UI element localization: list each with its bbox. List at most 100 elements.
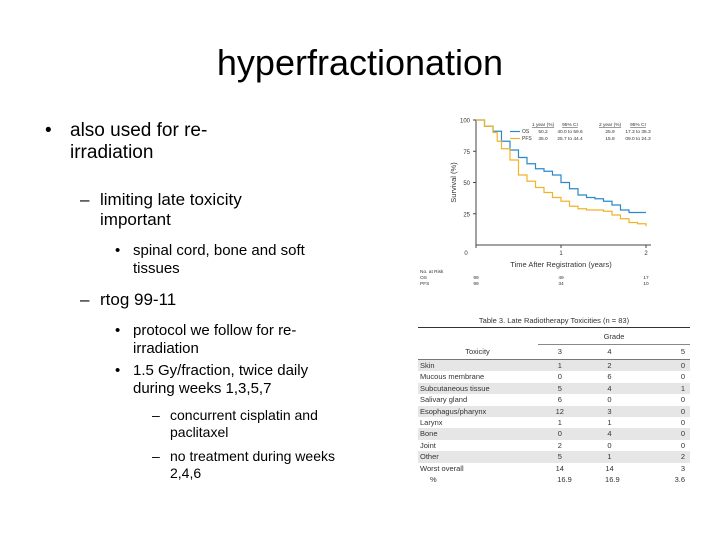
at-risk-value: 17 <box>643 275 649 281</box>
col-header: 4 <box>607 347 612 356</box>
legend-header: 95% CI <box>562 122 578 128</box>
legend-stat: 50.2 <box>538 129 548 135</box>
at-risk-value: 49 <box>558 275 564 281</box>
table-cell: 16.9 <box>557 474 572 484</box>
legend-header: 2 year (%) <box>599 122 622 128</box>
table-cell: 0 <box>680 395 685 405</box>
at-risk-value: 99 <box>473 281 479 287</box>
legend-stat: 15.8 <box>605 136 615 142</box>
survival-chart: 25 50 75 100 0 1 2 Time After Registration (yea… <box>420 119 651 287</box>
at-risk-label: No. at Risk <box>420 269 444 275</box>
table-cell: 6 <box>607 372 612 382</box>
table-cell: Mucous membrane <box>420 372 485 382</box>
y-tick-label: 75 <box>463 150 470 156</box>
legend-stat: 17.3 to 35.3 <box>625 129 651 135</box>
bullet-item: – rtog 99-11 <box>80 290 290 310</box>
x-tick-label: 2 <box>644 251 648 257</box>
table-cell: 0 <box>557 429 562 439</box>
bullet-item: • protocol we follow for re-irradiation <box>115 322 348 358</box>
y-tick-label: 50 <box>463 181 470 187</box>
bullet-text: also used for re-irradiation <box>70 120 208 163</box>
table-row: Mucous membrane 0 6 0 <box>418 371 690 382</box>
at-risk-value: 10 <box>643 281 649 287</box>
y-axis-label: Survival (%) <box>449 162 458 203</box>
table-cell: 2 <box>557 440 562 450</box>
bullet-text: protocol we follow for re-irradiation <box>133 322 297 357</box>
table-cell: 1 <box>680 383 685 393</box>
bullet-item: • 1.5 Gy/fraction, twice daily during wee… <box>115 362 348 398</box>
table-cell: 0 <box>680 417 685 427</box>
x-axis-label: Time After Registration (years) <box>510 260 612 269</box>
table-cell: 0 <box>680 406 685 416</box>
table-cell: 3 <box>607 406 612 416</box>
table-cell: 16.9 <box>605 474 620 484</box>
table-row: Joint 2 0 0 <box>418 440 690 451</box>
bullet-item: • also used for re-irradiation <box>45 120 280 164</box>
table-row: Larynx 1 1 0 <box>418 417 690 428</box>
table-row: Skin 1 2 0 <box>418 360 690 372</box>
legend-stat: 25.9 <box>605 129 615 135</box>
toxicity-table: Table 3. Late Radiotherapy Toxicities (n… <box>418 316 690 485</box>
table-row: Salivary gland 6 0 0 <box>418 394 690 405</box>
at-risk-value: 99 <box>473 275 479 281</box>
table-cell: 5 <box>557 452 562 462</box>
table-cell: 1 <box>607 417 612 427</box>
col-header: Toxicity <box>465 347 490 356</box>
grade-header: Grade <box>538 328 690 345</box>
table-cell: 0 <box>680 429 685 439</box>
bullet-text: rtog 99-11 <box>100 290 177 309</box>
table-row: % 16.9 16.9 3.6 <box>418 474 690 485</box>
table-cell: 2 <box>607 361 612 370</box>
table-row: Bone 0 4 0 <box>418 428 690 440</box>
y-tick-label: 25 <box>463 212 470 218</box>
table-cell: 1 <box>557 417 562 427</box>
legend-stat: 09.0 to 24.3 <box>625 136 651 142</box>
table-cell: Subcutaneous tissue <box>420 383 490 393</box>
x-tick-label: 1 <box>559 251 563 257</box>
table-cell: Skin <box>420 361 435 370</box>
y-tick-label: 100 <box>460 119 471 125</box>
table-cell: Worst overall <box>420 463 464 473</box>
bullet-item: • spinal cord, bone and soft tissues <box>115 242 348 278</box>
series-line-os <box>476 119 646 214</box>
legend-header: 1 year (%) <box>532 122 555 128</box>
table-cell: 14 <box>605 463 614 473</box>
series-line-pfs <box>476 119 647 227</box>
bullet-marker: – <box>80 190 90 209</box>
bullet-text: no treatment during weeks 2,4,6 <box>170 448 335 481</box>
at-risk-row-label: PFS <box>420 281 429 287</box>
table-cell: Larynx <box>420 417 443 427</box>
legend-stat: 35.0 <box>538 136 548 142</box>
slide-title: hyperfractionation <box>216 42 504 83</box>
bullet-item: – limiting late toxicity important <box>80 190 290 230</box>
bullet-marker: – <box>152 448 160 464</box>
bullet-item: – no treatment during weeks 2,4,6 <box>152 448 345 482</box>
table-cell: 0 <box>557 372 562 382</box>
legend-label: PFS <box>522 136 532 142</box>
table-cell: 6 <box>557 395 562 405</box>
table-cell: 0 <box>680 361 685 370</box>
table-row: Esophagus/pharynx 12 3 0 <box>418 405 690 417</box>
table-cell: Esophagus/pharynx <box>420 406 487 416</box>
table-cell: 14 <box>555 463 564 473</box>
bullet-text: concurrent cisplatin and paclitaxel <box>170 407 318 440</box>
bullet-text: 1.5 Gy/fraction, twice daily during week… <box>133 362 309 397</box>
legend-stat: 25.7 to 44.4 <box>557 136 583 142</box>
bullet-text: limiting late toxicity important <box>100 190 242 229</box>
table-cell: 1 <box>607 452 612 462</box>
bullet-marker: • <box>115 322 121 339</box>
table-row: Other 5 1 2 <box>418 451 690 463</box>
bullet-marker: – <box>80 290 90 309</box>
at-risk-row-label: OS <box>420 275 427 281</box>
x-tick-label: 0 <box>464 251 468 257</box>
table-cell: 5 <box>557 383 562 393</box>
legend-header: 95% CI <box>630 122 646 128</box>
table-cell: 1 <box>557 361 562 370</box>
bullet-marker: • <box>115 362 121 379</box>
table-cell: 2 <box>680 452 685 462</box>
col-header: 5 <box>680 347 685 356</box>
bullet-marker: • <box>115 242 121 259</box>
at-risk-value: 34 <box>558 281 564 287</box>
table-cell: 3.6 <box>674 474 685 484</box>
table-cell: 4 <box>607 429 612 439</box>
